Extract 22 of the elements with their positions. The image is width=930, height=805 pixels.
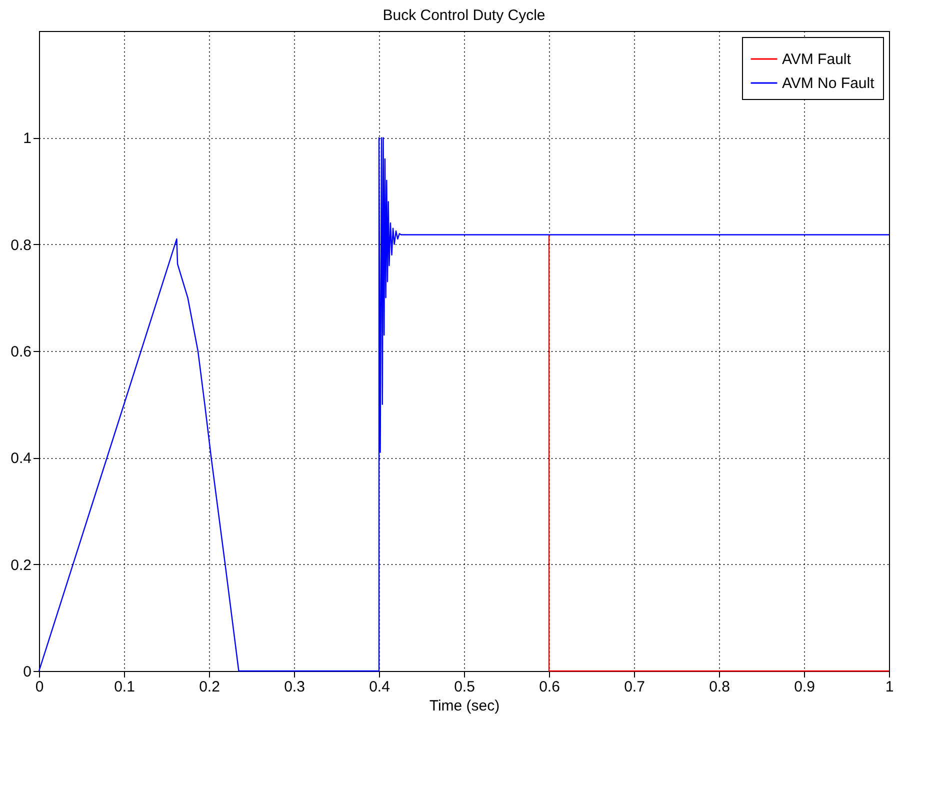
y-tick-label: 0 xyxy=(23,664,32,680)
y-tick-label: 0.2 xyxy=(10,556,32,574)
x-tick-label: 0 xyxy=(35,678,44,696)
x-tick-label: 0.3 xyxy=(284,678,305,696)
x-tick-label: 0.6 xyxy=(539,678,560,696)
line-series xyxy=(38,137,890,672)
x-tick-label: 0.5 xyxy=(454,678,475,696)
x-tick-label: 0.8 xyxy=(709,678,730,696)
x-tick-label: 0.4 xyxy=(369,678,390,696)
y-tick-label: 0.6 xyxy=(10,344,32,360)
x-axis-title: Time (sec) xyxy=(429,698,500,714)
x-tick-label: 0.2 xyxy=(199,678,220,696)
x-tick-label: 0.7 xyxy=(624,678,645,696)
x-tick-label: 1 xyxy=(885,678,894,696)
y-tick-label: 0.8 xyxy=(10,236,32,254)
chart-title: Buck Control Duty Cycle xyxy=(382,7,546,24)
y-tick-label: 1 xyxy=(23,130,32,148)
legend-label: AVM No Fault xyxy=(782,75,876,92)
x-tick-label: 0.9 xyxy=(794,678,815,696)
legend-label: AVM Fault xyxy=(782,51,852,68)
y-tick-label: 0.4 xyxy=(10,450,32,468)
x-tick-label: 0.1 xyxy=(114,678,135,696)
